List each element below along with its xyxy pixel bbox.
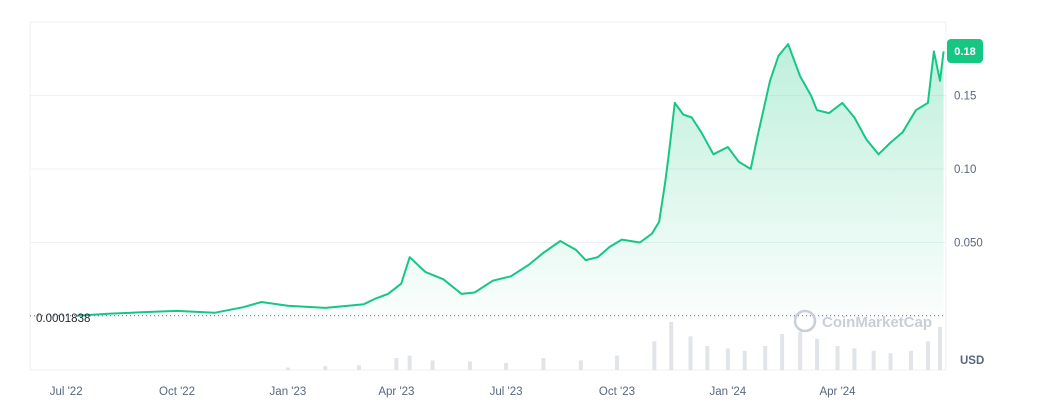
- volume-bar: [780, 334, 785, 370]
- volume-bar: [652, 341, 657, 370]
- volume-bar: [798, 331, 803, 370]
- volume-bar: [669, 322, 674, 370]
- volume-bar: [937, 326, 942, 370]
- currency-label: USD: [960, 355, 984, 367]
- base-price-label: 0.0001838: [36, 313, 90, 325]
- last-price-badge-bg: [947, 39, 983, 63]
- volume-bar: [835, 346, 840, 370]
- y-tick-label: 0.15: [954, 91, 976, 103]
- volume-bar: [541, 358, 546, 370]
- volume-bar: [285, 367, 290, 370]
- x-tick-label: Jul '22: [50, 386, 83, 398]
- volume-bar: [688, 336, 693, 370]
- volume-bar: [871, 350, 876, 370]
- volume-bar: [815, 338, 820, 370]
- x-tick-label: Apr '23: [378, 386, 414, 398]
- volume-bar: [852, 348, 857, 370]
- volume-bar: [909, 350, 914, 370]
- price-area-fill: [77, 44, 944, 316]
- volume-bar: [407, 355, 412, 370]
- coinmarketcap-watermark: CoinMarketCap: [793, 309, 932, 333]
- last-price-label: 0.18: [954, 46, 975, 58]
- volume-bar: [888, 353, 893, 370]
- volume-bar: [430, 360, 435, 370]
- x-tick-label: Jan '24: [709, 386, 746, 398]
- y-tick-label: 0.050: [954, 238, 983, 250]
- volume-bar: [742, 350, 747, 370]
- x-tick-label: Apr '24: [819, 386, 856, 398]
- volume-bar: [763, 346, 768, 370]
- watermark-text: CoinMarketCap: [822, 314, 932, 331]
- volume-bar: [467, 361, 472, 370]
- volume-bar: [394, 358, 399, 370]
- volume-bar: [323, 366, 328, 370]
- volume-bar: [504, 362, 509, 370]
- x-tick-label: Oct '22: [159, 386, 195, 398]
- x-tick-label: Oct '23: [599, 386, 635, 398]
- x-tick-label: Jul '23: [490, 386, 523, 398]
- y-tick-label: 0.10: [954, 164, 976, 176]
- volume-bar: [614, 355, 619, 370]
- last-price-badge: 0.18: [947, 39, 983, 63]
- volume-bar: [925, 341, 930, 370]
- coinmarketcap-logo-icon: [793, 309, 817, 333]
- volume-bar: [725, 348, 730, 370]
- volume-bar: [705, 346, 710, 370]
- volume-bar: [357, 365, 362, 370]
- price-line: [76, 43, 945, 317]
- x-tick-label: Jan '23: [270, 386, 307, 398]
- volume-bar: [578, 360, 583, 370]
